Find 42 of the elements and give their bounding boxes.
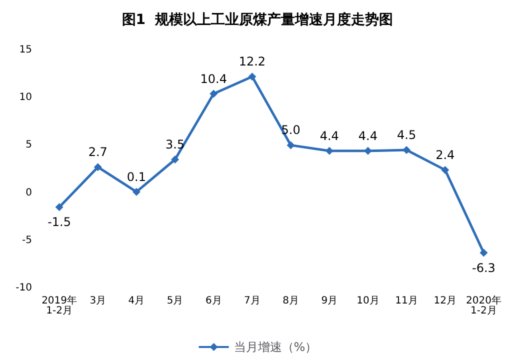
- y-tick-label: 15: [19, 44, 32, 56]
- x-tick-label: 7月: [244, 296, 260, 306]
- data-label: 10.4: [200, 72, 227, 86]
- y-tick-label: 5: [26, 140, 32, 151]
- x-tick-label: 9月: [321, 296, 338, 306]
- point: [325, 146, 334, 155]
- data-label: 4.5: [396, 128, 416, 142]
- data-label: 4.4: [358, 128, 378, 143]
- point: [480, 248, 488, 257]
- x-tick-label: 8月: [282, 296, 299, 306]
- point: [171, 155, 180, 164]
- data-label: 2.7: [88, 145, 108, 160]
- legend-label: 当月增速（%）: [234, 340, 318, 354]
- x-tick-label: 11月: [395, 296, 418, 306]
- x-tick-label: 6月: [205, 296, 222, 306]
- point: [248, 72, 256, 81]
- y-tick-label: 10: [19, 92, 32, 104]
- data-label: 4.4: [320, 128, 339, 143]
- y-tick-label: 0: [26, 187, 32, 198]
- data-label: 2.4: [436, 148, 455, 162]
- x-tick-label: 10月: [356, 296, 380, 306]
- x-tick-label: 4月: [128, 296, 145, 306]
- x-tick-label: 12月: [434, 296, 456, 306]
- y-tick-label: -10: [16, 282, 32, 294]
- point: [402, 146, 411, 154]
- point: [94, 163, 102, 172]
- point: [441, 166, 450, 174]
- x-tick-label: 5月: [166, 296, 184, 306]
- point: [132, 188, 140, 196]
- point: [210, 90, 218, 98]
- data-label: 0.1: [126, 170, 146, 184]
- point: [55, 203, 64, 212]
- y-tick-label: -5: [22, 234, 32, 246]
- x-tick-label: 2020年 1-2月: [466, 294, 502, 316]
- point: [286, 141, 295, 150]
- data-label: 3.5: [165, 137, 185, 152]
- x-tick-label: 3月: [90, 296, 106, 306]
- data-label: -6.3: [472, 260, 496, 275]
- x-tick-label: 2019年 1-2月: [42, 294, 78, 316]
- data-label: -1.5: [48, 215, 72, 230]
- data-label: 12.2: [238, 54, 266, 69]
- chart-title: 图1 规模以上工业原煤产量增速月度走势图: [122, 11, 394, 28]
